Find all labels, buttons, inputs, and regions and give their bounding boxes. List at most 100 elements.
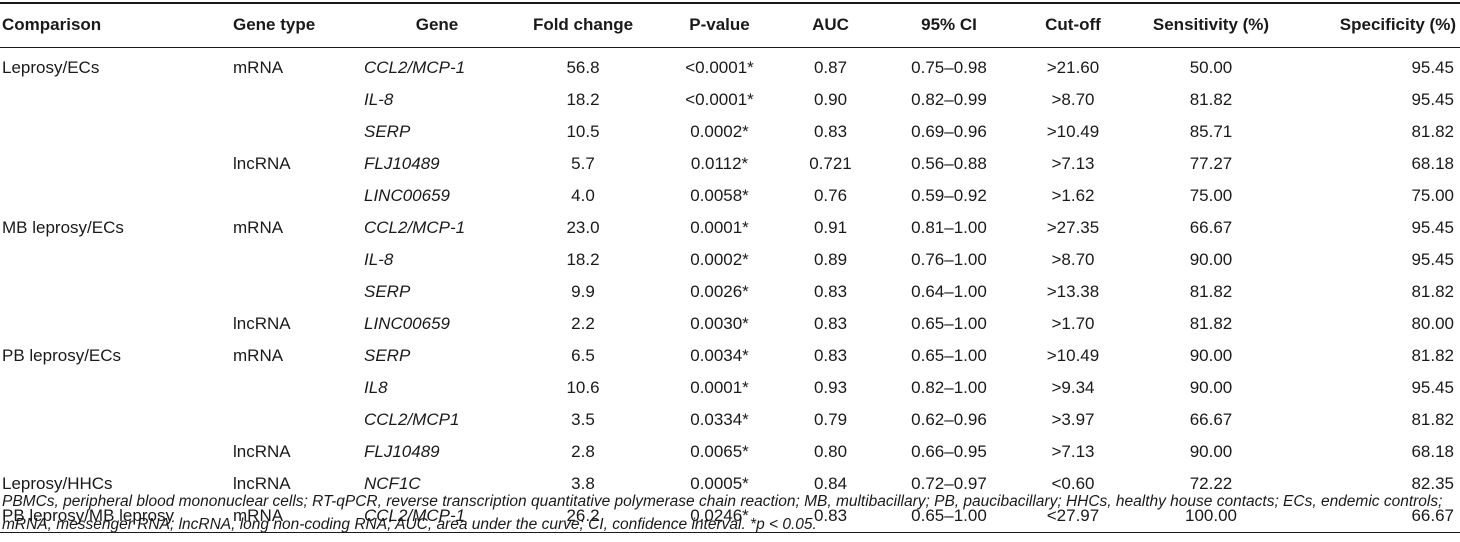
cell-cutoff: >7.13	[1051, 153, 1095, 173]
cell-gene: CCL2/MCP-1	[364, 217, 466, 237]
cell-specificity: 82.35	[1411, 473, 1454, 493]
cell-auc: 0.90	[813, 89, 848, 109]
cell-ci: 0.76–1.00	[911, 249, 987, 269]
cell-cutoff: >27.35	[1046, 217, 1100, 237]
cell-specificity: 68.18	[1411, 441, 1454, 461]
cell-sensitivity: 90.00	[1189, 345, 1233, 365]
cell-cutoff: >21.60	[1046, 57, 1100, 77]
cell-comparison: MB leprosy/ECs	[2, 217, 124, 237]
cell-fold-change: 4.0	[571, 185, 595, 205]
cell-sensitivity: 90.00	[1189, 441, 1233, 461]
table-row: Leprosy/HHCs lncRNA NCF1C 3.8 0.0005* 0.…	[0, 464, 1460, 496]
cell-sensitivity: 50.00	[1189, 57, 1233, 77]
cell-auc: 0.83	[813, 313, 848, 333]
cell-ci: 0.82–0.99	[911, 89, 987, 109]
cell-sensitivity: 66.67	[1189, 217, 1233, 237]
table-row: IL-8 18.2 0.0002* 0.89 0.76–1.00 >8.70 9…	[0, 240, 1460, 272]
cell-sensitivity: 75.00	[1189, 185, 1233, 205]
cell-fold-change: 10.5	[566, 121, 600, 141]
header-fold-change: Fold change	[510, 2, 656, 48]
cell-specificity: 95.45	[1411, 249, 1454, 269]
cell-gene-type: lncRNA	[233, 153, 291, 173]
cell-fold-change: 23.0	[566, 217, 600, 237]
cell-gene: IL8	[364, 377, 388, 397]
cell-cutoff: >10.49	[1046, 121, 1100, 141]
cell-sensitivity: 66.67	[1189, 409, 1233, 429]
cell-p-value: 0.0005*	[690, 473, 749, 493]
table-row: SERP 10.5 0.0002* 0.83 0.69–0.96 >10.49 …	[0, 112, 1460, 144]
cell-gene-type: mRNA	[233, 217, 284, 237]
cell-sensitivity: 90.00	[1189, 377, 1233, 397]
cell-fold-change: 18.2	[566, 249, 600, 269]
cell-p-value: 0.0334*	[690, 409, 749, 429]
cell-ci: 0.65–1.00	[911, 313, 987, 333]
cell-comparison	[0, 144, 233, 176]
cell-fold-change: 18.2	[566, 89, 600, 109]
cell-comparison	[0, 80, 233, 112]
cell-ci: 0.56–0.88	[911, 153, 987, 173]
cell-p-value: 0.0034*	[690, 345, 749, 365]
cell-p-value: 0.0002*	[690, 249, 749, 269]
cell-specificity: 81.82	[1411, 345, 1454, 365]
cell-cutoff: >7.13	[1051, 441, 1095, 461]
cell-ci: 0.65–1.00	[878, 495, 1020, 533]
cell-comparison: PB leprosy/ECs	[2, 345, 122, 365]
cell-ci: 0.75–0.98	[911, 57, 987, 77]
cell-p-value: 0.0002*	[690, 121, 749, 141]
cell-auc: 0.93	[813, 377, 848, 397]
cell-auc: 0.80	[813, 441, 848, 461]
cell-gene-type: lncRNA	[233, 441, 291, 461]
cell-p-value: 0.0026*	[690, 281, 749, 301]
table-row: IL-8 18.2 <0.0001* 0.90 0.82–0.99 >8.70 …	[0, 80, 1460, 112]
cell-specificity: 81.82	[1411, 281, 1454, 301]
cell-specificity: 81.82	[1411, 409, 1454, 429]
cell-specificity: 95.45	[1411, 217, 1454, 237]
cell-gene-type: mRNA	[233, 495, 364, 533]
cell-sensitivity: 85.71	[1189, 121, 1233, 141]
cell-auc: 0.83	[783, 495, 878, 533]
table-row: lncRNA FLJ10489 5.7 0.0112* 0.721 0.56–0…	[0, 144, 1460, 176]
cell-gene-type: mRNA	[233, 345, 284, 365]
cell-gene: CCL2/MCP1	[364, 409, 460, 429]
results-table: Comparison Gene type Gene Fold change P-…	[0, 2, 1460, 533]
cell-cutoff: >8.70	[1051, 89, 1095, 109]
cell-auc: 0.84	[813, 473, 848, 493]
cell-p-value: 0.0001*	[690, 377, 749, 397]
cell-ci: 0.65–1.00	[911, 345, 987, 365]
cell-sensitivity: 77.27	[1189, 153, 1233, 173]
cell-gene-type	[233, 272, 364, 304]
cell-p-value: 0.0001*	[690, 217, 749, 237]
cell-fold-change: 3.8	[571, 473, 595, 493]
cell-p-value: 0.0030*	[690, 313, 749, 333]
cell-comparison	[0, 176, 233, 208]
cell-sensitivity: 81.82	[1189, 281, 1233, 301]
cell-sensitivity: 100.00	[1126, 495, 1296, 533]
table-row: LINC00659 4.0 0.0058* 0.76 0.59–0.92 >1.…	[0, 176, 1460, 208]
table-row: PB leprosy/MB leprosy mRNA CCL2/MCP-1 26…	[0, 495, 1460, 533]
cell-cutoff: >10.49	[1046, 345, 1100, 365]
cell-gene: FLJ10489	[364, 153, 440, 173]
cell-auc: 0.76	[813, 185, 848, 205]
cell-specificity: 66.67	[1296, 495, 1460, 533]
cell-gene-type	[233, 240, 364, 272]
cell-gene: LINC00659	[364, 185, 451, 205]
header-row: Comparison Gene type Gene Fold change P-…	[0, 2, 1460, 48]
cell-gene: IL-8	[364, 89, 394, 109]
cell-p-value: 0.0246*	[656, 495, 783, 533]
cell-cutoff: >13.38	[1046, 281, 1100, 301]
cell-cutoff: >8.70	[1051, 249, 1095, 269]
cell-specificity: 95.45	[1411, 89, 1454, 109]
cell-auc: 0.89	[813, 249, 848, 269]
header-specificity: Specificity (%)	[1296, 2, 1460, 48]
table-row: Leprosy/ECs mRNA CCL2/MCP-1 56.8 <0.0001…	[0, 47, 1460, 80]
cell-ci: 0.66–0.95	[911, 441, 987, 461]
cell-gene: CCL2/MCP-1	[364, 57, 466, 77]
cell-specificity: 75.00	[1411, 185, 1454, 205]
cell-auc: 0.91	[813, 217, 848, 237]
cell-auc: 0.87	[813, 57, 848, 77]
cell-comparison	[0, 240, 233, 272]
table-row: CCL2/MCP1 3.5 0.0334* 0.79 0.62–0.96 >3.…	[0, 400, 1460, 432]
cell-cutoff: >1.70	[1051, 313, 1095, 333]
cell-fold-change: 6.5	[571, 345, 595, 365]
